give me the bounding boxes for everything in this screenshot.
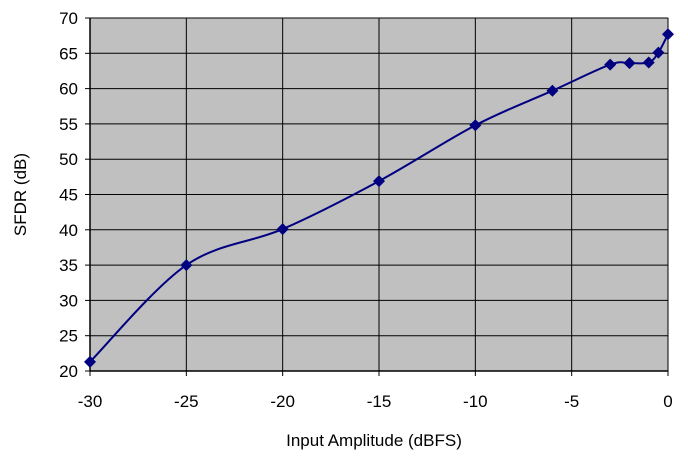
data-point-marker xyxy=(276,223,289,236)
data-point-marker xyxy=(642,56,655,69)
y-tick-label: 40 xyxy=(59,221,78,240)
x-tick-label: -5 xyxy=(564,392,579,411)
data-point-marker xyxy=(469,119,482,132)
y-tick-label: 55 xyxy=(59,115,78,134)
y-tick-labels: 20 25 30 35 40 45 50 55 60 65 70 xyxy=(59,9,78,381)
data-point-marker xyxy=(373,175,385,188)
y-tick-label: 25 xyxy=(59,327,78,346)
y-tick-label: 60 xyxy=(59,80,78,99)
x-tick-label: -10 xyxy=(463,392,488,411)
data-point-marker xyxy=(180,259,193,272)
y-tick-label: 70 xyxy=(59,9,78,28)
x-tick-labels: -30 -25 -20 -15 -10 -5 0 xyxy=(78,392,673,411)
data-point-marker xyxy=(604,58,617,71)
grid-lines xyxy=(85,17,669,376)
x-tick-label: -25 xyxy=(174,392,199,411)
data-markers xyxy=(84,28,674,368)
data-point-marker xyxy=(662,28,674,41)
data-point-marker xyxy=(652,46,665,59)
y-tick-label: 30 xyxy=(59,291,78,310)
data-point-marker xyxy=(623,57,636,70)
y-tick-label: 45 xyxy=(59,186,78,205)
y-tick-label: 65 xyxy=(59,44,78,63)
data-point-marker xyxy=(84,355,96,368)
y-tick-label: 35 xyxy=(59,256,78,275)
x-tick-label: -15 xyxy=(367,392,392,411)
y-tick-label: 20 xyxy=(59,362,78,381)
x-axis-title: Input Amplitude (dBFS) xyxy=(286,431,462,450)
x-tick-label: -30 xyxy=(78,392,103,411)
y-axis-title: SFDR (dB) xyxy=(11,153,30,236)
data-point-marker xyxy=(546,84,559,97)
x-tick-label: 0 xyxy=(663,392,672,411)
y-tick-label: 50 xyxy=(59,150,78,169)
x-tick-label: -20 xyxy=(270,392,295,411)
